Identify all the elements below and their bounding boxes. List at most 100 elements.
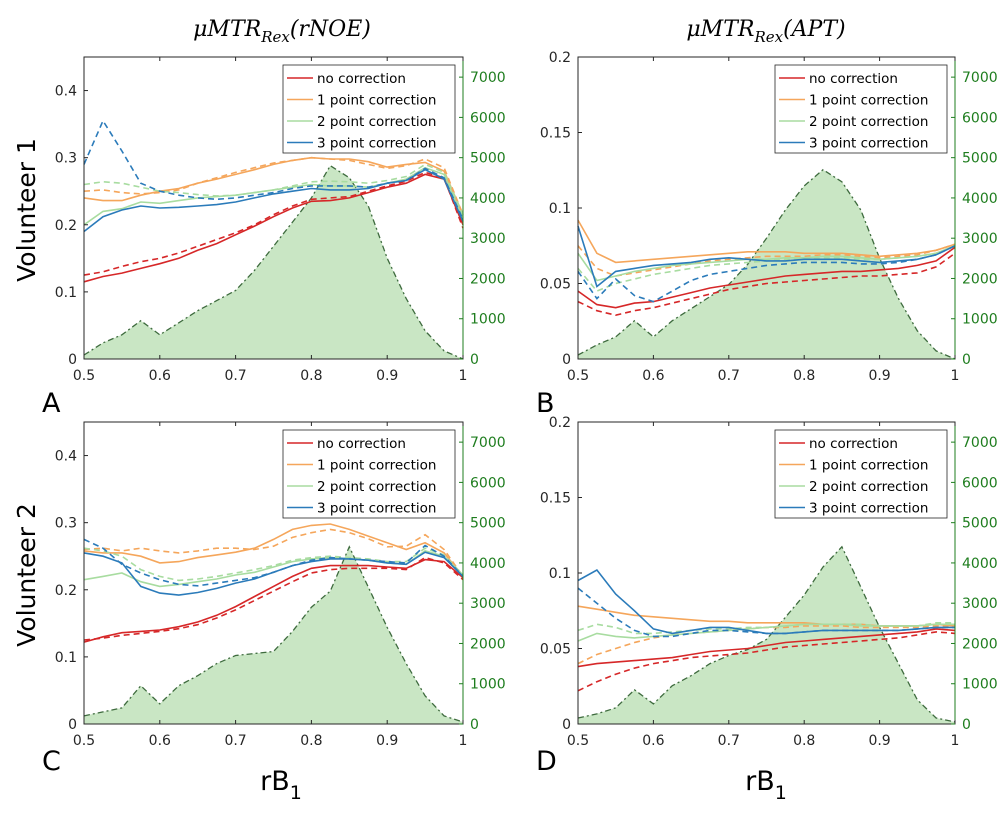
- y-tick-label: 0: [562, 352, 571, 368]
- x-tick-label: 0.6: [149, 368, 171, 384]
- legend-entry-label: 3 point correction: [317, 501, 436, 517]
- y-tick-label: 0.1: [55, 650, 77, 666]
- y-tick-label: 0.15: [540, 491, 571, 507]
- y-tick-label: 0.2: [549, 415, 571, 431]
- series-line-7-solid: [577, 568, 955, 635]
- y-tick-label: 0.15: [540, 126, 571, 142]
- y2-tick-label: 0: [962, 352, 971, 368]
- x-tick-label: 0.6: [642, 368, 664, 384]
- series-line-4-dashed: [83, 156, 464, 215]
- y-tick-label: 0: [562, 717, 571, 733]
- y2-tick-label: 4000: [470, 556, 506, 572]
- histogram-outline: [83, 164, 464, 360]
- x-tick-label: 0.8: [300, 368, 322, 384]
- x-axis-label-right: rB1: [745, 766, 787, 804]
- histogram-area: [578, 546, 955, 724]
- series-line-8-dashed: [83, 538, 464, 587]
- series-line-1-solid: [577, 628, 956, 668]
- legend-entry-label: 1 point correction: [317, 93, 436, 109]
- x-tick-label: 0.5: [73, 368, 95, 384]
- x-tick-label: 0.7: [224, 368, 246, 384]
- y-tick-label: 0.1: [549, 566, 571, 582]
- panel-letter: A: [42, 388, 61, 419]
- series-line-2-dashed: [577, 252, 956, 317]
- series-line-1-solid: [577, 246, 956, 309]
- histogram-outline: [577, 545, 956, 723]
- y-tick-label: 0: [68, 352, 77, 368]
- y2-tick-label: 1000: [962, 677, 998, 693]
- legend-box: [774, 64, 948, 154]
- x-tick-label: 0.5: [567, 368, 589, 384]
- x-tick-label: 0.9: [868, 368, 890, 384]
- x-tick-label: 0.6: [642, 733, 664, 749]
- series-line-1-solid: [83, 173, 464, 283]
- panel-a: 0.5 0.6 0.7 0.8 0.9 100.10.20.30.401000200030…: [42, 56, 506, 419]
- y-tick-label: 0.1: [55, 285, 77, 301]
- histogram-area: [578, 169, 955, 359]
- x-tick-label: 1: [459, 733, 468, 749]
- series-line-5-solid: [577, 245, 956, 282]
- y2-tick-label: 2000: [962, 636, 998, 652]
- y2-tick-label: 5000: [470, 151, 506, 167]
- legend: no correction 1 point correction 2 point c…: [774, 64, 948, 154]
- column-title-rnoe: μMTRRex(rNOE): [193, 17, 371, 46]
- y2-tick-label: 5000: [962, 151, 998, 167]
- series-line-8-dashed: [83, 119, 464, 220]
- panel-d: 0.5 0.6 0.7 0.8 0.9 100.050.10.150.2010002000…: [536, 415, 998, 777]
- y-tick-label: 0.05: [540, 642, 571, 658]
- y2-tick-label: 7000: [962, 435, 998, 451]
- legend-box: [282, 429, 456, 519]
- y-tick-label: 0.1: [549, 201, 571, 217]
- x-tick-label: 1: [459, 368, 468, 384]
- legend-box: [282, 64, 456, 154]
- legend-entry-label: no correction: [809, 436, 898, 452]
- x-tick-label: 0.8: [793, 733, 815, 749]
- legend-entry-label: 2 point correction: [809, 114, 928, 130]
- y-tick-label: 0.2: [55, 583, 77, 599]
- x-tick-label: 0.9: [376, 733, 398, 749]
- y-tick-label: 0.2: [55, 218, 77, 234]
- legend-entry-label: 1 point correction: [317, 458, 436, 474]
- y2-tick-label: 7000: [470, 435, 506, 451]
- row-label-volunteer-2: Volunteer 2: [12, 503, 41, 647]
- y2-tick-label: 5000: [962, 516, 998, 532]
- series-line-1-solid: [83, 558, 464, 643]
- y2-tick-label: 6000: [962, 475, 998, 491]
- y2-tick-label: 6000: [470, 110, 506, 126]
- y2-tick-label: 3000: [962, 231, 998, 247]
- y2-tick-label: 2000: [470, 636, 506, 652]
- series-line-8-dashed: [577, 245, 956, 303]
- x-tick-label: 0.6: [149, 733, 171, 749]
- x-tick-label: 0.5: [73, 733, 95, 749]
- y-tick-label: 0.2: [549, 50, 571, 66]
- series-line-7-solid: [577, 225, 956, 288]
- series-line-3-solid: [83, 523, 464, 577]
- legend-box: [774, 429, 948, 519]
- x-tick-label: 0.7: [224, 733, 246, 749]
- histogram-area: [84, 165, 463, 359]
- y-tick-label: 0.4: [55, 84, 77, 100]
- y2-tick-label: 0: [962, 717, 971, 733]
- y-tick-label: 0: [68, 717, 77, 733]
- series-line-8-dashed: [577, 587, 955, 638]
- legend-entry-label: 2 point correction: [317, 479, 436, 495]
- y2-tick-label: 7000: [962, 70, 998, 86]
- y2-tick-label: 6000: [962, 110, 998, 126]
- x-tick-label: 0.5: [567, 733, 589, 749]
- row-label-volunteer-1: Volunteer 1: [12, 138, 41, 282]
- histogram-area: [84, 546, 463, 724]
- x-tick-label: 0.9: [376, 368, 398, 384]
- y2-tick-label: 4000: [962, 191, 998, 207]
- x-tick-label: 0.7: [718, 368, 740, 384]
- x-tick-label: 1: [951, 733, 960, 749]
- y2-tick-label: 5000: [470, 516, 506, 532]
- legend-entry-label: 3 point correction: [809, 136, 928, 152]
- legend: no correction 1 point correction 2 point c…: [282, 64, 456, 154]
- x-tick-label: 0.8: [793, 368, 815, 384]
- y2-tick-label: 2000: [470, 271, 506, 287]
- y2-tick-label: 2000: [962, 271, 998, 287]
- y2-tick-label: 0: [470, 352, 479, 368]
- y2-tick-label: 3000: [962, 596, 998, 612]
- series-line-4-dashed: [577, 243, 956, 277]
